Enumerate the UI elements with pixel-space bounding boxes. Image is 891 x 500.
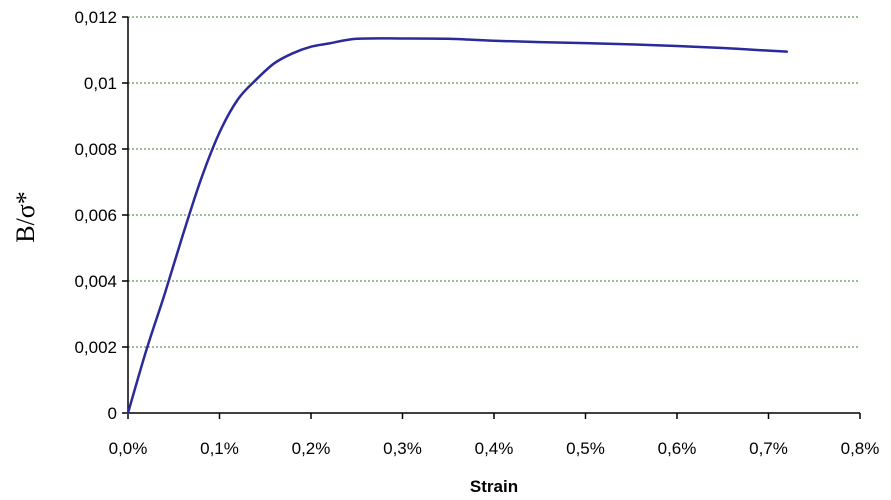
x-tick-label: 0,5% <box>566 439 605 458</box>
x-tick-label: 0,4% <box>475 439 514 458</box>
x-tick-label: 0,7% <box>749 439 788 458</box>
x-tick-label: 0,0% <box>109 439 148 458</box>
series-line-0 <box>126 37 789 415</box>
x-tick-label: 0,6% <box>658 439 697 458</box>
y-ticks: 0 0,002 0,004 0,006 0,008 0,01 0,012 <box>74 8 128 423</box>
y-axis-title: B/σ* <box>11 191 40 243</box>
y-tick-label: 0,002 <box>74 338 117 357</box>
y-tick-label: 0,012 <box>74 8 117 27</box>
x-tick-label: 0,1% <box>200 439 239 458</box>
series <box>126 37 789 415</box>
x-ticks: 0,0% 0,1% 0,2% 0,3% 0,4% 0,5% 0,6% 0,7% 0,8% <box>109 413 880 458</box>
x-axis-title: Strain <box>470 477 518 496</box>
y-tick-label: 0,004 <box>74 272 117 291</box>
x-tick-label: 0,2% <box>292 439 331 458</box>
grid-lines <box>128 16 860 348</box>
y-tick-label: 0 <box>108 404 117 423</box>
x-tick-label: 0,3% <box>383 439 422 458</box>
x-tick-label: 0,8% <box>841 439 880 458</box>
y-tick-label: 0,008 <box>74 140 117 159</box>
y-tick-label: 0,006 <box>74 206 117 225</box>
y-tick-label: 0,01 <box>84 74 117 93</box>
